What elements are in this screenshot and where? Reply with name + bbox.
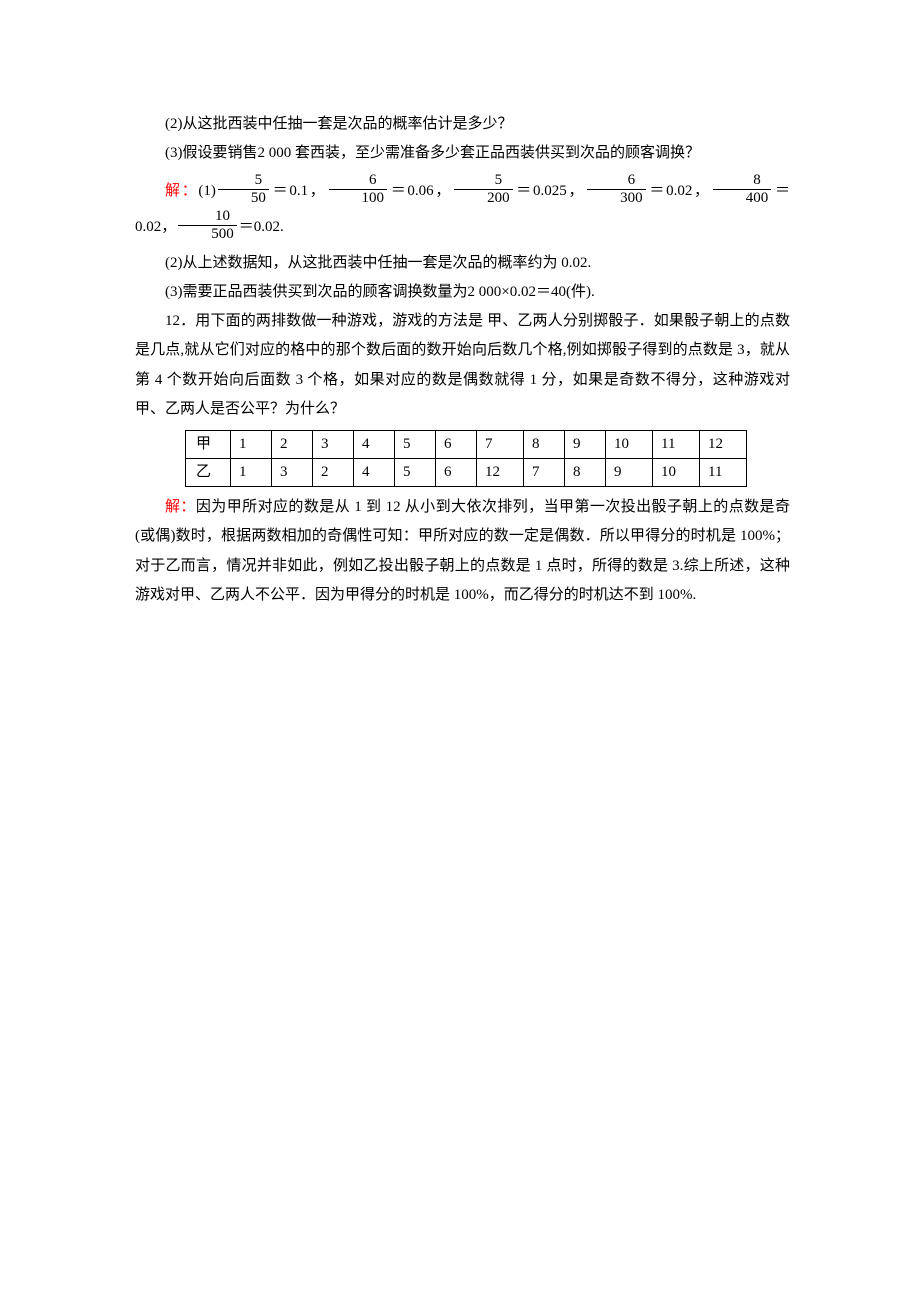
table-cell: 2 — [272, 431, 313, 459]
table-cell: 5 — [395, 431, 436, 459]
table-cell: 1 — [231, 459, 272, 487]
table-cell: 1 — [231, 431, 272, 459]
eq-1: ＝0.06， — [389, 183, 452, 199]
table-cell: 12 — [700, 431, 747, 459]
q11-sub3: (3)假设要销售2 000 套西装，至少需准备多少套正品西装供买到次品的顾客调换… — [135, 139, 790, 168]
q12-answer-body: 因为甲所对应的数是从 1 到 12 从小到大依次排列，当甲第一次投出骰子朝上的点… — [135, 499, 790, 603]
table-cell: 6 — [436, 431, 477, 459]
table-cell: 乙 — [186, 459, 231, 487]
eq-2: ＝0.025， — [515, 183, 586, 199]
q12-table: 甲 1 2 3 4 5 6 7 8 9 10 11 12 乙 1 3 2 4 5… — [185, 430, 747, 487]
q11-sub2: (2)从这批西装中任抽一套是次品的概率估计是多少？ — [135, 110, 790, 139]
eq-0: ＝0.1， — [271, 183, 327, 199]
table-cell: 4 — [354, 459, 395, 487]
table-cell: 9 — [565, 431, 606, 459]
fraction-1: 6100 — [329, 172, 388, 206]
fraction-4: 8400 — [713, 172, 772, 206]
q11-answer-3: (3)需要正品西装供买到次品的顾客调换数量为2 000×0.02＝40(件). — [135, 278, 790, 307]
table-cell: 4 — [354, 431, 395, 459]
table-row: 甲 1 2 3 4 5 6 7 8 9 10 11 12 — [186, 431, 747, 459]
table-row: 乙 1 3 2 4 5 6 12 7 8 9 10 11 — [186, 459, 747, 487]
answer-label: 解： — [165, 183, 198, 199]
table-cell: 10 — [606, 431, 653, 459]
eq-3: ＝0.02， — [648, 183, 711, 199]
table-cell: 11 — [700, 459, 747, 487]
q11-answer-2: (2)从上述数据知，从这批西装中任抽一套是次品的概率约为 0.02. — [135, 249, 790, 278]
table-cell: 甲 — [186, 431, 231, 459]
table-cell: 7 — [524, 459, 565, 487]
table-cell: 2 — [313, 459, 354, 487]
fraction-5: 10500 — [178, 208, 237, 242]
table-cell: 12 — [477, 459, 524, 487]
table-cell: 11 — [653, 431, 700, 459]
q12-stem: 12．用下面的两排数做一种游戏，游戏的方法是 甲、乙两人分别掷骰子．如果骰子朝上… — [135, 307, 790, 424]
answer-label: 解： — [165, 499, 196, 515]
table-cell: 5 — [395, 459, 436, 487]
fraction-0: 550 — [218, 172, 269, 206]
eq-5: ＝0.02. — [239, 219, 284, 235]
table-cell: 3 — [313, 431, 354, 459]
table-cell: 7 — [477, 431, 524, 459]
table-cell: 6 — [436, 459, 477, 487]
fraction-3: 6300 — [587, 172, 646, 206]
ans1-prefix: (1) — [198, 183, 216, 199]
table-cell: 10 — [653, 459, 700, 487]
q12-answer: 解：因为甲所对应的数是从 1 到 12 从小到大依次排列，当甲第一次投出骰子朝上… — [135, 493, 790, 610]
table-cell: 9 — [606, 459, 653, 487]
table-cell: 8 — [524, 431, 565, 459]
fraction-2: 5200 — [454, 172, 513, 206]
table-cell: 3 — [272, 459, 313, 487]
table-cell: 8 — [565, 459, 606, 487]
q11-answer-1: 解：(1)550＝0.1，6100＝0.06，5200＝0.025，6300＝0… — [135, 173, 790, 245]
